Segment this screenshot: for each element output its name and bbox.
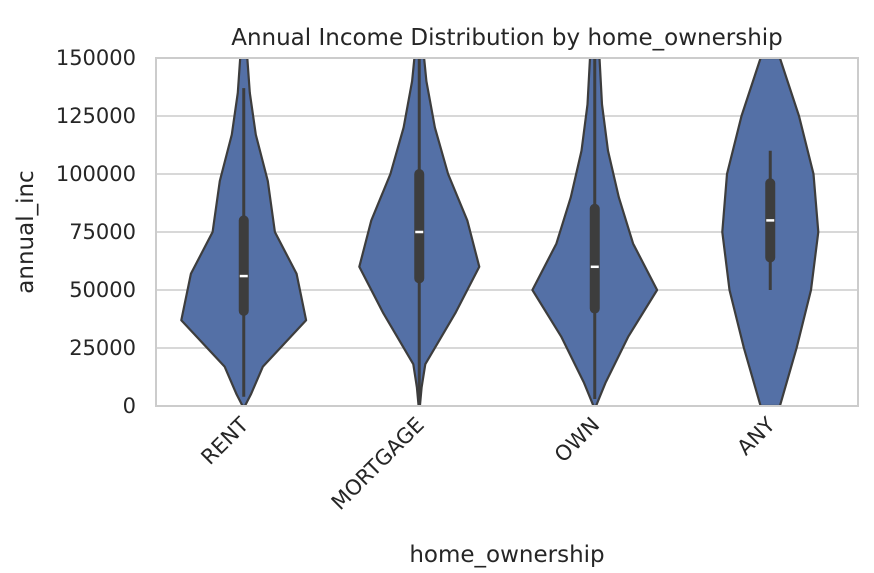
x-tick-label-0: RENT (196, 412, 253, 469)
x-tick-label-2: OWN (550, 413, 604, 467)
x-tick-label-1: MORTGAGE (327, 413, 429, 515)
y-tick-label-3: 75000 (69, 220, 136, 244)
plot-area: 0 25000 50000 75000 100000 125000 150000 RENT MO… (56, 46, 859, 515)
y-tick-label-4: 100000 (56, 162, 136, 186)
chart-title: Annual Income Distribution by home_owner… (231, 25, 783, 51)
y-tick-label-1: 25000 (69, 336, 136, 360)
x-tick-label-3: ANY (732, 412, 779, 459)
y-tick-label-0: 0 (123, 394, 136, 418)
y-tick-label-5: 125000 (56, 104, 136, 128)
y-tick-label-2: 50000 (69, 278, 136, 302)
plot-frame (155, 57, 859, 407)
x-axis-title: home_ownership (409, 542, 604, 568)
violins-group (180, 58, 820, 406)
y-axis-title: annual_inc (13, 170, 39, 293)
y-tick-label-6: 150000 (56, 46, 136, 70)
